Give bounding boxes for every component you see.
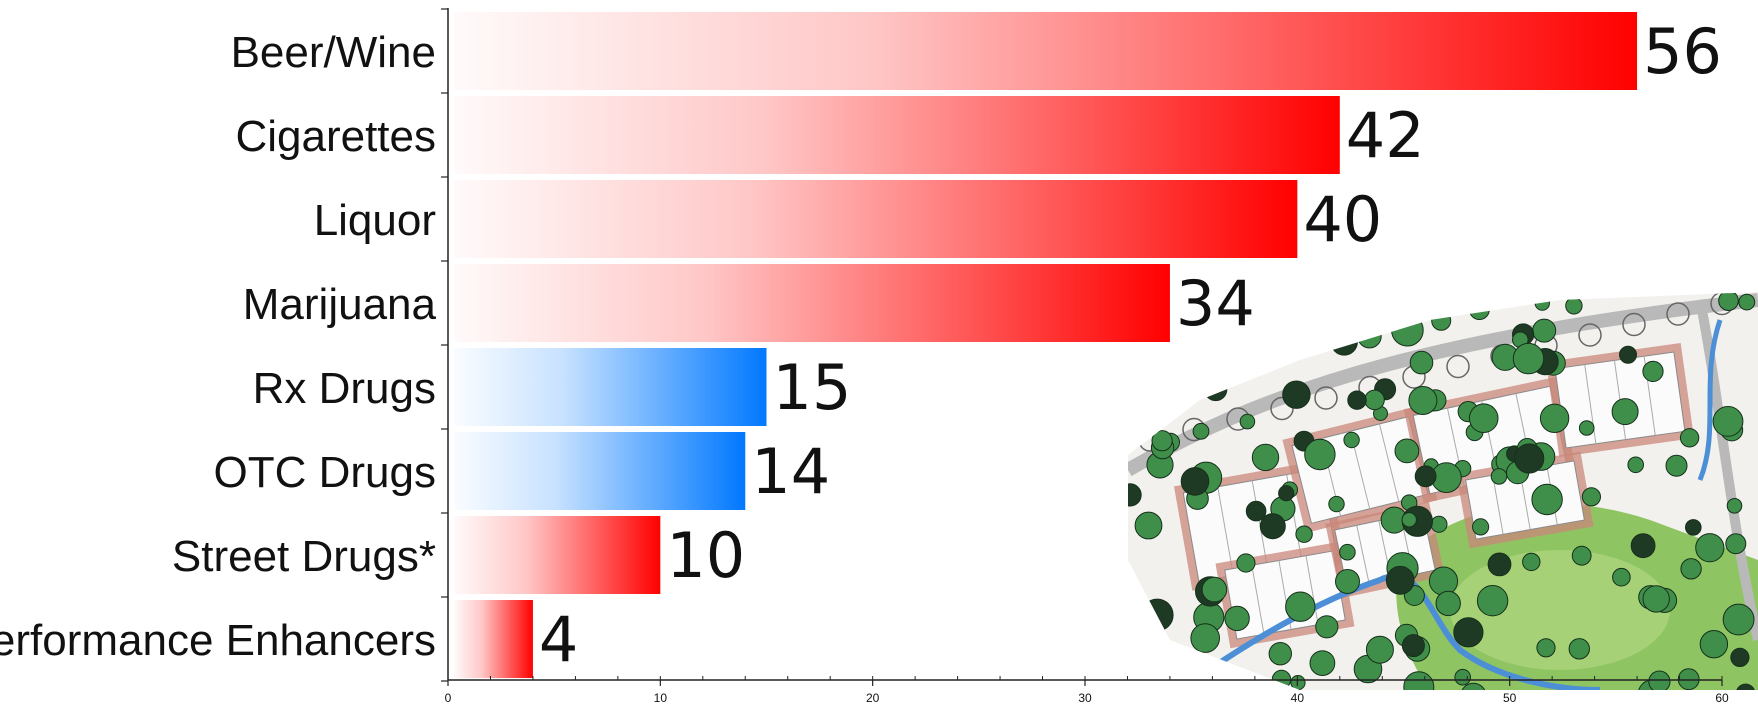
x-tick-label: 50 [1503, 691, 1517, 705]
data-label: 34 [1176, 267, 1255, 340]
x-tick-label: 30 [1078, 691, 1092, 705]
bar-rx-drugs [454, 348, 767, 426]
bar-beer-wine [454, 12, 1638, 90]
site-plan-illustration [1128, 292, 1758, 690]
category-label: Rx Drugs [253, 364, 436, 413]
category-label: Beer/Wine [231, 28, 436, 77]
data-label: 42 [1346, 99, 1425, 172]
category-label: Marijuana [243, 280, 437, 329]
data-label: 10 [666, 519, 745, 592]
data-label: 4 [539, 603, 578, 676]
data-label: 56 [1643, 15, 1722, 88]
category-label: Performance Enhancers [0, 616, 436, 665]
data-label: 14 [751, 435, 830, 508]
bars [454, 12, 1638, 678]
x-tick-label: 40 [1291, 691, 1305, 705]
bar-cigarettes [454, 96, 1340, 174]
data-label: 15 [773, 351, 852, 424]
bar-liquor [454, 180, 1298, 258]
bar-marijuana [454, 264, 1170, 342]
category-label: Street Drugs* [172, 532, 436, 581]
data-label: 40 [1303, 183, 1382, 256]
x-tick-label: 10 [654, 691, 668, 705]
bar-street-drugs [454, 516, 661, 594]
category-label: OTC Drugs [214, 448, 436, 497]
x-tick-label: 0 [445, 691, 452, 705]
category-label: Cigarettes [235, 112, 436, 161]
axes: 0 10 20 30 40 50 60 [441, 8, 1729, 705]
bar-performance-enhancers [454, 600, 533, 678]
x-tick-label: 20 [866, 691, 880, 705]
bar-otc-drugs [454, 432, 746, 510]
x-tick-label: 60 [1715, 691, 1729, 705]
category-label: Liquor [314, 196, 436, 245]
category-labels: Beer/Wine Cigarettes Liquor Marijuana Rx Dru… [0, 28, 437, 665]
